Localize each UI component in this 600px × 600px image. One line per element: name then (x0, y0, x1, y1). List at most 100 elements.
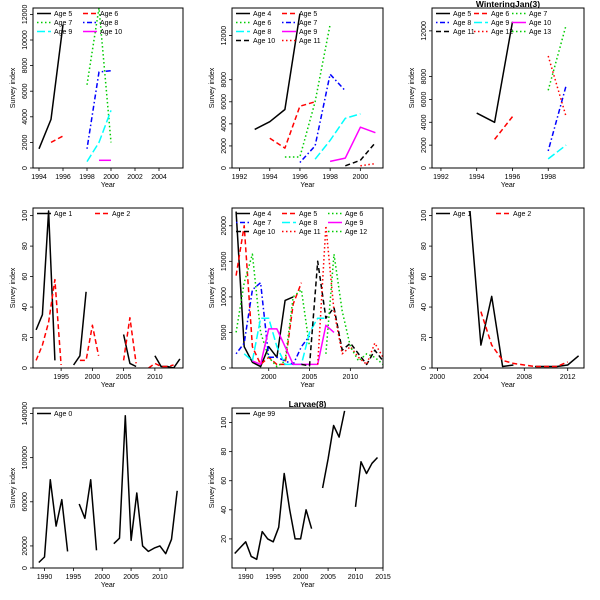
chart-panel-4: 1995 2000 2005 2010 0 20 40 60 80 100 Year Survey i… (10, 207, 184, 389)
plot-frame (231, 407, 384, 569)
x-axis-label: Year (300, 582, 315, 589)
plot-frame (32, 7, 184, 169)
y-tick-label: 10000 (221, 287, 228, 307)
legend-label: Age 1 (54, 211, 72, 218)
y-tick-label: 60 (221, 477, 228, 485)
legend-label: Age 7 (299, 20, 317, 27)
legend: Age 5 Age 6 Age 7 Age 8 Age 9 Age 10 (37, 11, 122, 36)
y-tick-label: 2000 (421, 137, 428, 153)
x-tick-label: 1998 (79, 174, 95, 181)
series-line-age-12 (547, 55, 567, 117)
x-tick-label: 1990 (37, 574, 53, 581)
x-tick-label: 1996 (292, 174, 308, 181)
legend-label: Age 13 (529, 29, 551, 36)
x-tick-label: 2004 (151, 174, 167, 181)
x-tick-label: 1994 (469, 174, 485, 181)
legend-label: Age 9 (345, 220, 363, 227)
y-tick-label: 6000 (421, 92, 428, 108)
series-line-age-4 (235, 211, 294, 368)
series-line-age-11 (360, 162, 376, 167)
x-tick-label: 1998 (322, 174, 338, 181)
series-line-age-7 (547, 24, 567, 91)
y-axis-label: Survey index (409, 67, 416, 108)
legend-label: Age 99 (253, 411, 275, 418)
series-line-age-1 (154, 355, 181, 368)
x-tick-label: 1994 (31, 174, 47, 181)
y-tick-label: 4000 (221, 116, 228, 132)
x-axis-label: Year (300, 182, 315, 189)
x-tick-label: 1992 (232, 174, 248, 181)
y-tick-label: 6000 (22, 83, 29, 99)
series-line-age-8 (86, 69, 112, 149)
y-tick-label: 140000 (22, 402, 29, 425)
series-line-age-6 (50, 135, 64, 144)
legend-label: Age 9 (54, 29, 72, 36)
y-tick-label: 0 (421, 166, 428, 170)
y-tick-label: 8000 (421, 69, 428, 85)
x-axis-label: Year (101, 182, 116, 189)
y-tick-label: 100 (421, 210, 428, 222)
legend-label: Age 6 (100, 11, 118, 18)
series-line-age-6 (235, 253, 311, 368)
plot-frame (32, 207, 184, 369)
x-tick-label: 2002 (127, 174, 143, 181)
series-line-age-99 (234, 472, 313, 561)
x-tick-label: 2005 (302, 374, 318, 381)
y-tick-label: 80 (221, 448, 228, 456)
legend-label: Age 7 (253, 220, 271, 227)
y-tick-label: 12000 (421, 21, 428, 41)
legend-label: Age 10 (253, 229, 275, 236)
y-tick-label: 10000 (22, 30, 29, 50)
x-tick-label: 2008 (516, 374, 532, 381)
series-line-age-12 (325, 253, 383, 365)
series-lines (38, 414, 178, 564)
series-line-age-2 (122, 316, 137, 364)
series-line-age-5 (38, 24, 64, 150)
series-lines (234, 410, 379, 561)
series-line-age-8 (243, 317, 326, 366)
plot-frame (231, 7, 384, 169)
series-line-age-2 (480, 311, 568, 368)
y-tick-label: 12000 (221, 26, 228, 46)
legend-label: Age 7 (529, 11, 547, 18)
y-tick-label: 80 (22, 242, 29, 250)
series-line-age-0 (113, 414, 178, 555)
x-tick-label: 1995 (66, 574, 82, 581)
y-axis-label: Survey index (209, 67, 216, 108)
y-tick-label: 20 (221, 535, 228, 543)
plot-frame (231, 207, 384, 369)
y-tick-label: 8000 (221, 72, 228, 88)
y-tick-label: 4000 (22, 109, 29, 125)
series-lines (35, 210, 181, 368)
y-tick-label: 2000 (22, 135, 29, 151)
y-tick-label: 100 (22, 210, 29, 222)
series-line-age-10 (345, 142, 376, 167)
series-line-age-2 (79, 324, 100, 362)
y-tick-label: 20 (421, 334, 428, 342)
x-tick-label: 1995 (53, 374, 69, 381)
series-line-age-11 (316, 225, 383, 366)
legend-label: Age 8 (453, 20, 471, 27)
legend-label: Age 5 (299, 11, 317, 18)
chart-title: Larvae(8) (289, 399, 327, 409)
series-line-age-0 (38, 478, 69, 564)
legend: Age 1 Age 2 (436, 211, 531, 218)
chart-panel-2: 1992 1994 1996 1998 2000 0 2000 4000 6000 8000 120… (209, 7, 384, 189)
y-tick-label: 0 (22, 166, 29, 170)
x-tick-label: 2000 (430, 374, 446, 381)
x-axis-label: Year (501, 382, 516, 389)
legend-label: Age 2 (112, 211, 130, 218)
chart-panel-6: 2000 2004 2008 2012 0 20 40 60 80 100 Year Survey i… (409, 207, 585, 389)
y-tick-label: 20000 (221, 216, 228, 236)
series-line-age-9 (329, 126, 376, 163)
y-axis-label: Survey index (10, 467, 17, 508)
legend: Age 5 Age 6 Age 7 Age 8 Age 9 Age 10 Age 11 Age… (436, 11, 551, 36)
y-tick-label: 0 (221, 166, 228, 170)
x-tick-label: 2010 (152, 574, 168, 581)
x-tick-label: 1996 (55, 174, 71, 181)
legend-label: Age 9 (491, 20, 509, 27)
series-line-age-1 (72, 291, 87, 366)
y-tick-label: 0 (221, 366, 228, 370)
legend-label: Age 0 (54, 411, 72, 418)
